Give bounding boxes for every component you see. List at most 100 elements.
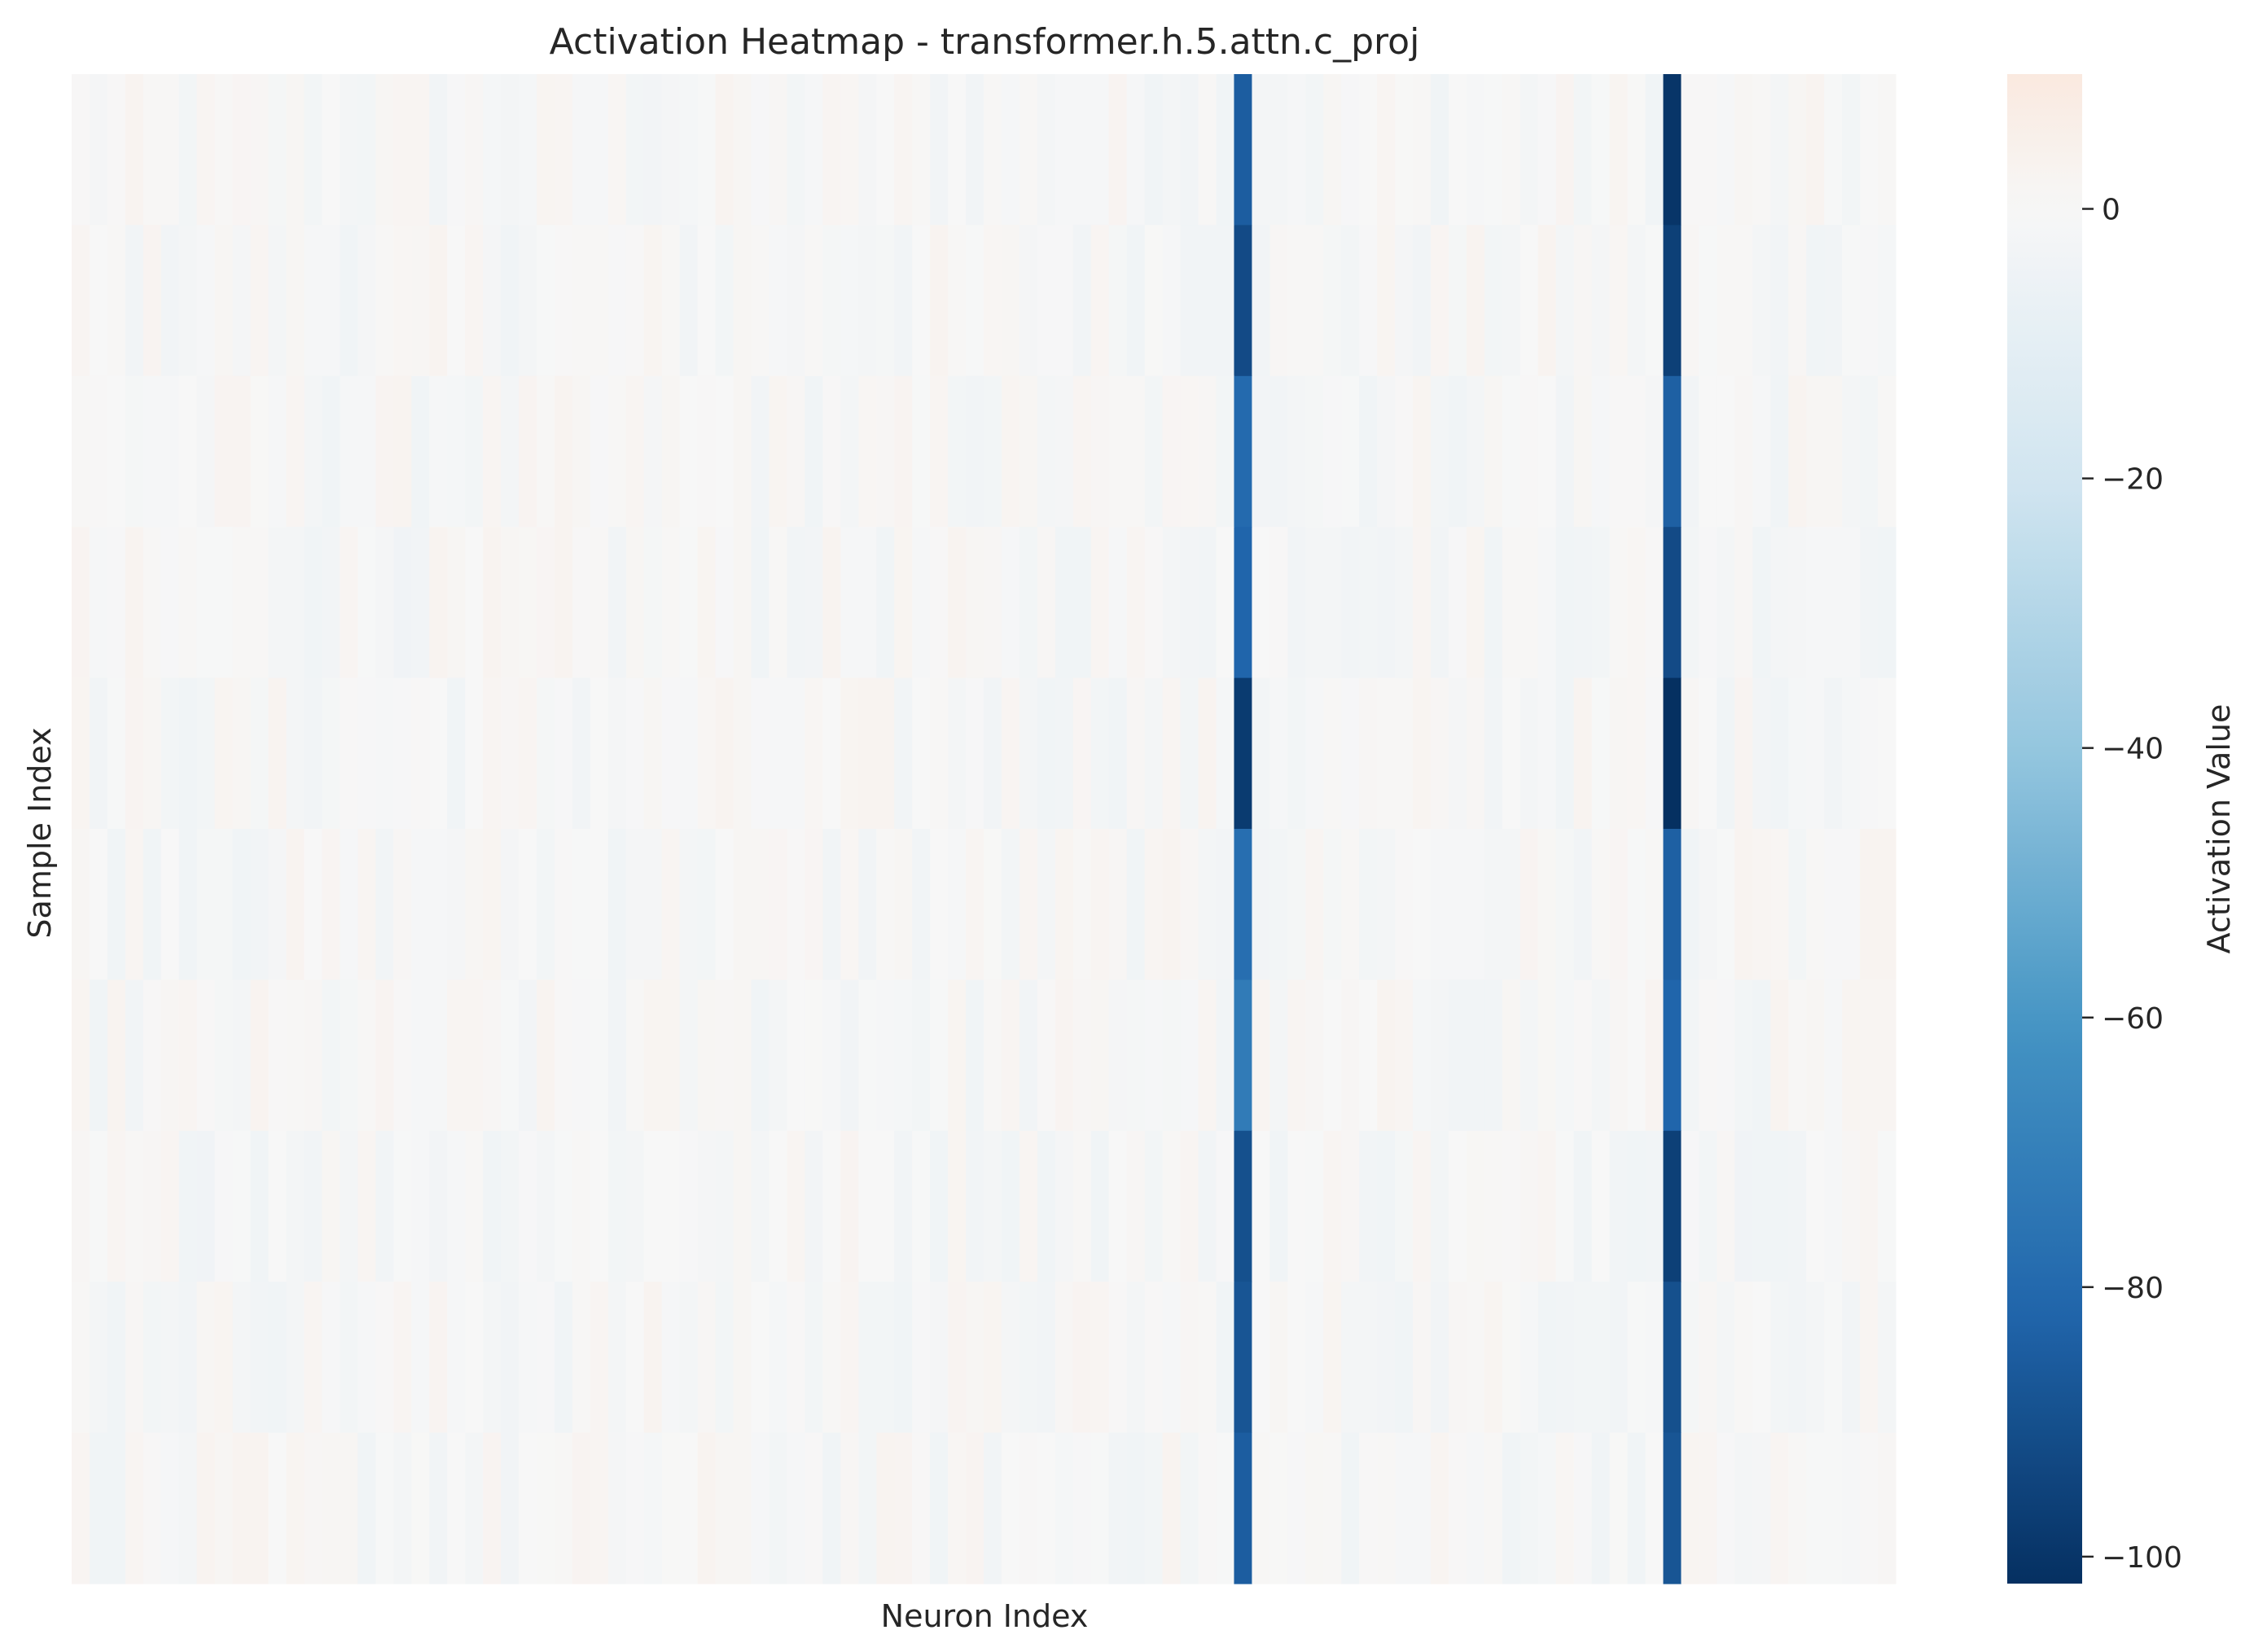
heatmap-cell	[1162, 979, 1182, 1132]
heatmap-cell	[1770, 1432, 1789, 1584]
heatmap-cell	[1072, 375, 1092, 528]
heatmap-cell	[89, 225, 108, 377]
heatmap-cell	[661, 829, 681, 980]
heatmap-cell	[590, 829, 609, 980]
heatmap-cell	[1466, 375, 1485, 528]
heatmap-cell	[1519, 829, 1539, 980]
heatmap-cell	[1770, 74, 1789, 226]
heatmap-cell	[751, 375, 770, 528]
heatmap-cell	[536, 1282, 555, 1434]
heatmap-cell	[840, 225, 859, 377]
heatmap-cell	[590, 677, 609, 830]
heatmap-cell	[196, 375, 216, 528]
heatmap-cell	[1341, 677, 1360, 830]
heatmap-cell	[1502, 74, 1521, 226]
heatmap-cell	[590, 1432, 609, 1584]
heatmap-cell	[232, 375, 252, 528]
heatmap-cell	[411, 979, 430, 1132]
heatmap-cell	[912, 677, 931, 830]
heatmap-cell	[1519, 1130, 1539, 1282]
heatmap-cell	[1037, 375, 1056, 528]
heatmap-cell	[1627, 74, 1647, 226]
heatmap-cell	[536, 1130, 555, 1282]
heatmap-cell	[429, 225, 448, 377]
heatmap-cell	[214, 1432, 234, 1584]
heatmap-cell	[948, 677, 967, 830]
heatmap-cell	[72, 1282, 90, 1434]
heatmap-cell	[1699, 527, 1717, 679]
heatmap-cell	[536, 677, 555, 830]
heatmap-cell	[107, 225, 126, 377]
heatmap-cell	[1752, 527, 1771, 679]
heatmap-cell	[1001, 829, 1020, 980]
heatmap-cell	[1502, 1130, 1521, 1282]
heatmap-cell	[178, 1282, 198, 1434]
heatmap-cell	[1573, 375, 1593, 528]
heatmap-cell	[1824, 677, 1843, 830]
heatmap-cell	[536, 829, 555, 980]
heatmap-cell	[304, 375, 323, 528]
heatmap-cell	[1090, 829, 1110, 980]
heatmap-cell	[322, 829, 341, 980]
heatmap-cell	[1699, 74, 1717, 226]
heatmap-cell	[554, 1282, 573, 1434]
heatmap-cell	[1842, 375, 1861, 528]
heatmap-cell	[483, 979, 502, 1132]
heatmap-cell	[72, 225, 90, 377]
heatmap-cell	[1681, 1130, 1700, 1282]
heatmap-cell	[1413, 829, 1432, 980]
heatmap-cell	[465, 1130, 484, 1282]
heatmap-cell	[787, 1282, 805, 1434]
heatmap-cell	[607, 979, 627, 1132]
heatmap-cell	[304, 527, 323, 679]
heatmap-cell	[1269, 979, 1288, 1132]
heatmap-cell	[1162, 527, 1182, 679]
heatmap-cell	[984, 1282, 1002, 1434]
heatmap-cell	[1699, 979, 1717, 1132]
heatmap-cell	[1019, 979, 1038, 1132]
heatmap-cell	[214, 225, 234, 377]
heatmap-cell	[411, 225, 430, 377]
heatmap-cell	[661, 225, 681, 377]
heatmap-cell	[160, 225, 180, 377]
heatmap-cell	[643, 1432, 663, 1584]
heatmap-cell	[1162, 829, 1182, 980]
heatmap-cell	[1645, 225, 1664, 377]
heatmap-cell	[72, 677, 90, 830]
heatmap-cell	[1431, 74, 1449, 226]
heatmap-cell	[625, 1432, 645, 1584]
heatmap-cell	[1824, 1282, 1843, 1434]
heatmap-cell	[984, 677, 1002, 830]
heatmap-cell	[501, 527, 520, 679]
heatmap-cell	[1305, 225, 1324, 377]
heatmap-cell	[465, 829, 484, 980]
heatmap-cell	[1537, 677, 1557, 830]
heatmap-cell	[733, 527, 752, 679]
heatmap-cell	[1341, 1130, 1360, 1282]
heatmap-cell	[1609, 829, 1629, 980]
heatmap-cell	[1305, 1130, 1324, 1282]
heatmap-cell	[304, 225, 323, 377]
heatmap-cell	[232, 1282, 252, 1434]
heatmap-cell	[1287, 74, 1306, 226]
heatmap-cell	[501, 74, 520, 226]
heatmap-cell	[572, 375, 591, 528]
heatmap-cell	[572, 527, 591, 679]
heatmap-cell	[1305, 979, 1324, 1132]
heatmap-cell	[268, 1130, 287, 1282]
heatmap-cell	[1341, 527, 1360, 679]
heatmap-cell	[1287, 1282, 1306, 1434]
heatmap-cell	[1699, 225, 1717, 377]
heatmap-cell	[1878, 225, 1896, 377]
heatmap-cell	[840, 1282, 859, 1434]
heatmap-cell	[1502, 979, 1521, 1132]
heatmap-cell	[1180, 375, 1199, 528]
heatmap-cell	[1466, 677, 1485, 830]
heatmap-cell	[1144, 677, 1164, 830]
colorbar-tick-label: −100	[2102, 1541, 2182, 1575]
heatmap-cell	[1663, 1282, 1682, 1434]
heatmap-cell	[340, 527, 358, 679]
heatmap-cell	[984, 225, 1002, 377]
heatmap-cell	[590, 979, 609, 1132]
heatmap-cell	[1216, 1282, 1235, 1434]
